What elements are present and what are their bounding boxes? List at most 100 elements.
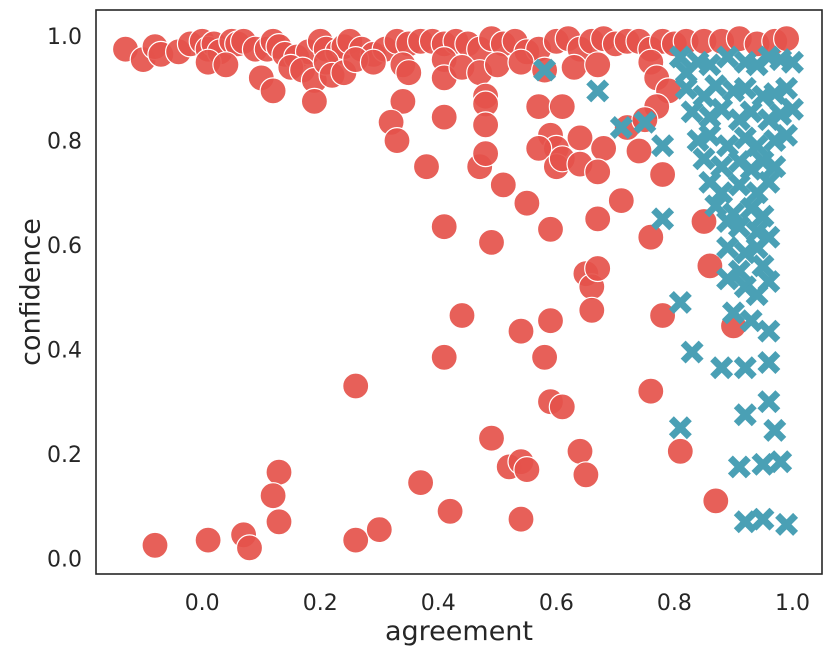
cross-point (763, 82, 787, 106)
x-axis-label: agreement (385, 616, 533, 647)
cross-point (668, 290, 692, 314)
cross-point (745, 134, 769, 158)
circle-point (365, 515, 393, 544)
circle-point (212, 51, 240, 79)
circle-point (607, 187, 635, 215)
cross-point (680, 100, 704, 124)
circle-point (648, 160, 677, 189)
circle-point (407, 469, 435, 497)
cross-point (751, 149, 775, 173)
circle-point (489, 171, 517, 199)
x-tick-label: 1.0 (775, 591, 810, 616)
cross-point (781, 50, 804, 74)
circle-point (513, 456, 541, 484)
circle-point (342, 372, 370, 400)
cross-point (704, 74, 728, 98)
cross-point (775, 512, 799, 536)
circle-point (194, 526, 222, 554)
cross-point (651, 207, 675, 231)
circle-point (383, 127, 411, 155)
circle-point (430, 103, 458, 131)
cross-point (668, 45, 692, 69)
cross-point (716, 236, 740, 260)
x-tick-label: 0.8 (657, 591, 692, 616)
circle-point (389, 87, 417, 116)
circle-point (483, 51, 511, 79)
y-tick-label: 1.0 (47, 25, 82, 50)
circle-point (525, 92, 553, 121)
circle-point (702, 487, 730, 515)
circle-point (637, 223, 665, 251)
y-tick-label: 0.4 (47, 338, 82, 363)
circle-point (548, 393, 576, 421)
cross-point (680, 340, 704, 364)
cross-point (716, 45, 740, 69)
circle-point (436, 497, 464, 525)
circle-point (507, 48, 535, 76)
circle-point (560, 53, 588, 82)
circle-point (265, 508, 293, 536)
circle-point (589, 134, 618, 162)
cross-point (733, 356, 757, 380)
cross-point (733, 76, 757, 100)
cross-point (533, 58, 557, 82)
cross-point (751, 204, 775, 228)
circle-point (472, 111, 500, 139)
circle-point (530, 343, 559, 371)
x-tick-label: 0.6 (539, 591, 574, 616)
cross-point (733, 403, 757, 427)
cross-point (733, 510, 757, 534)
x-tick-label: 0.4 (421, 591, 456, 616)
circle-point (430, 343, 458, 371)
cross-point (692, 147, 716, 171)
circle-point (300, 87, 328, 116)
circle-point (548, 92, 576, 121)
cross-point (775, 123, 799, 147)
circle-point (412, 153, 441, 181)
cross-point (710, 97, 734, 121)
cross-point (757, 170, 781, 194)
circle-point (141, 531, 169, 559)
circle-point (507, 317, 535, 345)
x-tick-label: 0.2 (303, 591, 338, 616)
x-tick-label: 0.0 (185, 591, 220, 616)
points-layer (111, 25, 804, 562)
cross-point (727, 215, 751, 239)
cross-point (727, 173, 751, 197)
circle-point (430, 213, 458, 241)
circle-point (477, 424, 506, 452)
circle-point (472, 140, 500, 168)
circle-point (584, 51, 612, 79)
cross-point (698, 53, 722, 77)
cross-point (716, 210, 740, 233)
cross-point (757, 351, 781, 374)
circle-point (536, 307, 565, 335)
cross-point (686, 129, 710, 153)
circle-point (625, 137, 653, 165)
cross-point (763, 155, 787, 179)
y-tick-label: 0.0 (47, 547, 82, 572)
cross-point (769, 102, 793, 126)
cross-point (668, 416, 692, 440)
cross-point (781, 97, 804, 121)
cross-point (763, 418, 787, 442)
circle-point (265, 458, 293, 486)
cross-point (698, 123, 722, 147)
cross-point (757, 108, 781, 132)
circle-point (536, 215, 565, 243)
circle-point (235, 534, 264, 562)
cross-point (775, 76, 799, 100)
cross-point (651, 134, 675, 158)
cross-point (716, 267, 740, 291)
circle-point (448, 301, 476, 330)
cross-point (727, 455, 751, 479)
circle-point (578, 296, 606, 324)
cross-point (751, 452, 775, 476)
y-axis-label: confidence (15, 218, 46, 366)
circle-point (513, 189, 541, 217)
circle-point (637, 377, 665, 405)
circle-point (525, 134, 553, 162)
cross-point (710, 181, 734, 205)
circle-point (584, 158, 612, 186)
